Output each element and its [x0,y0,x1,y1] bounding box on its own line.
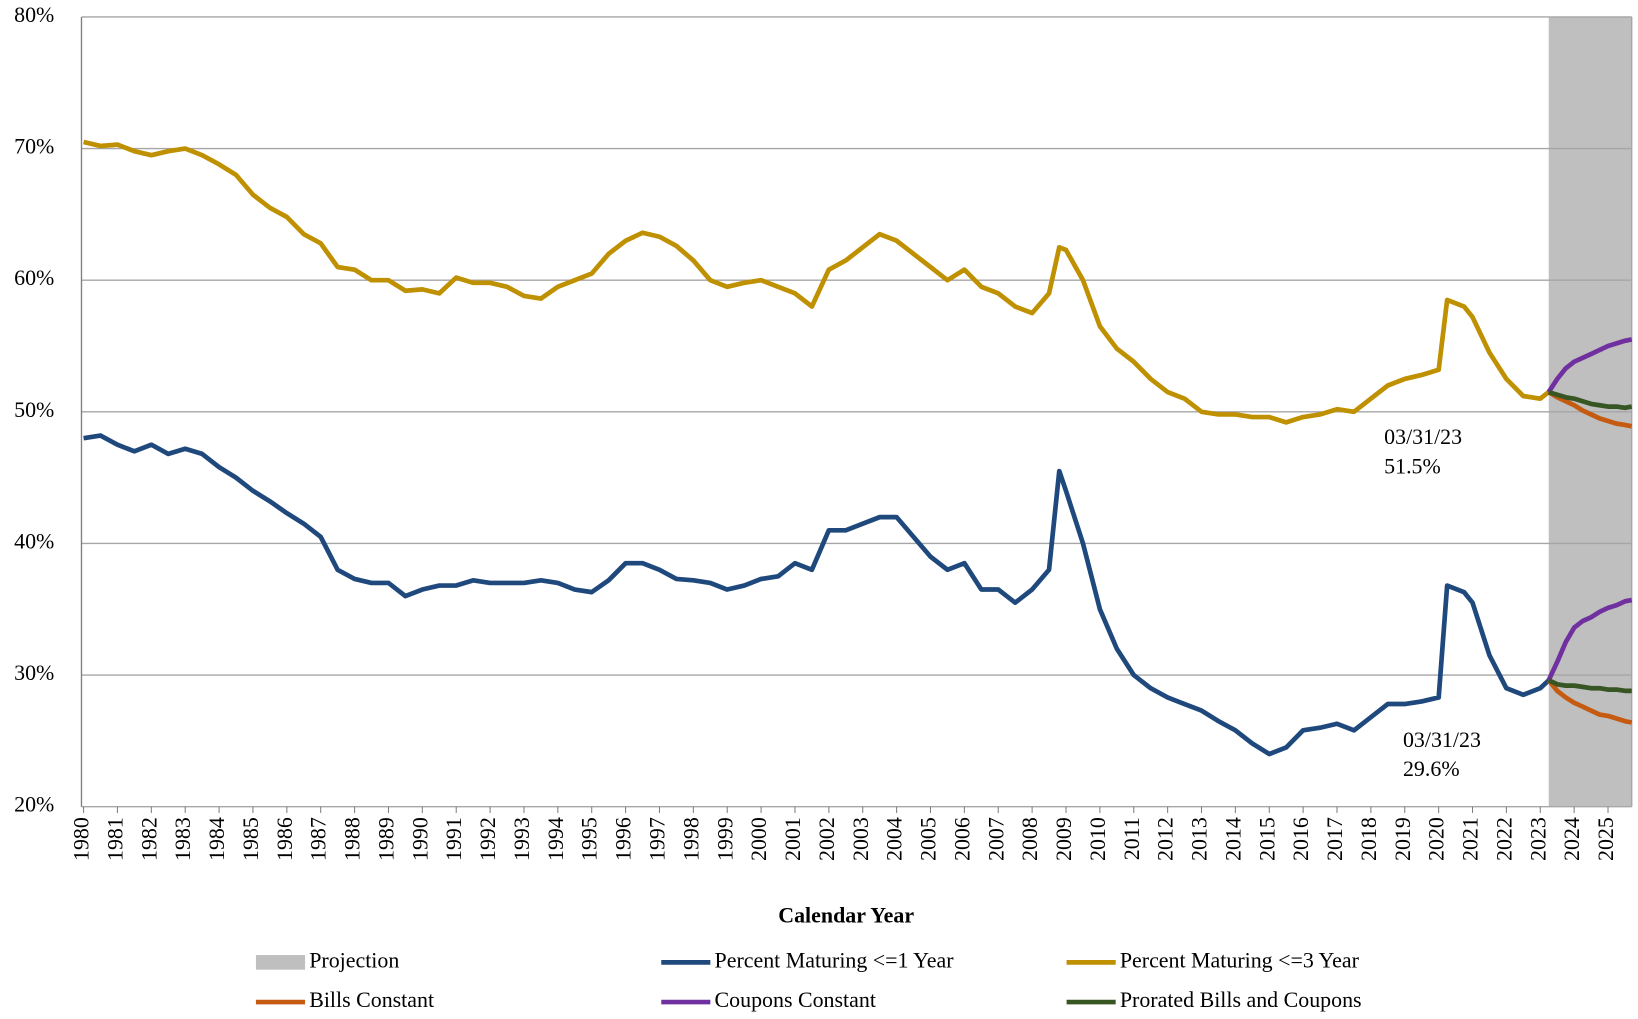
y-tick-label: 80% [14,2,54,27]
x-tick-label: 2008 [1017,817,1042,861]
y-tick-label: 30% [14,660,54,685]
x-tick-label: 2005 [916,817,941,861]
projection-line [1546,678,1633,725]
x-tick-label: 2016 [1288,817,1313,861]
x-tick-label: 2024 [1559,817,1584,861]
x-tick-label: 1980 [69,817,94,861]
series-line [83,139,1551,425]
x-tick-label: 2003 [848,817,873,861]
x-tick-label: 2019 [1390,817,1415,861]
x-tick-label: 1998 [678,817,703,861]
x-tick-label: 2020 [1424,817,1449,861]
x-tick-label: 2022 [1491,817,1516,861]
x-tick-label: 2013 [1187,817,1212,861]
legend-label: Projection [309,947,399,972]
x-tick-label: 2012 [1153,817,1178,861]
x-tick-label: 2021 [1458,817,1483,861]
x-tick-label: 2001 [780,817,805,861]
x-tick-label: 1983 [170,817,195,861]
x-tick-label: 1991 [441,817,466,861]
x-tick-label: 1994 [543,817,568,861]
y-tick-label: 20% [14,792,54,817]
legend-label: Prorated Bills and Coupons [1120,987,1362,1012]
x-tick-label: 2004 [882,817,907,861]
x-tick-label: 1993 [509,817,534,861]
x-tick-label: 1984 [204,817,229,861]
x-tick-label: 2009 [1051,817,1076,861]
x-tick-label: 1990 [407,817,432,861]
x-tick-label: 2017 [1322,817,1347,861]
projection-line [1546,597,1633,682]
x-tick-label: 2011 [1119,817,1144,860]
x-tick-label: 2002 [814,817,839,861]
x-tick-label: 1986 [272,817,297,861]
x-tick-label: 2006 [949,817,974,861]
projection-line [1547,390,1633,429]
legend-swatch [255,955,306,970]
x-tick-label: 1995 [577,817,602,861]
x-tick-label: 2025 [1593,817,1618,861]
series-line [83,433,1551,757]
x-tick-label: 1988 [340,817,365,861]
x-tick-label: 1996 [611,817,636,861]
x-tick-label: 1987 [306,817,331,861]
x-tick-label: 1997 [645,817,670,861]
y-tick-label: 40% [14,528,54,553]
x-axis-title: Calendar Year [778,902,914,927]
annotation: 03/31/23 [1403,727,1481,752]
x-tick-label: 1999 [712,817,737,861]
y-tick-label: 70% [14,134,54,159]
legend-label: Percent Maturing <=3 Year [1120,947,1360,972]
annotation: 03/31/23 [1384,424,1462,449]
x-tick-label: 2014 [1220,817,1245,861]
x-tick-label: 2015 [1254,817,1279,861]
projection-line [1547,678,1632,694]
x-tick-label: 1992 [475,817,500,861]
legend-label: Coupons Constant [715,987,876,1012]
x-tick-label: 2007 [983,817,1008,861]
y-tick-label: 50% [14,397,54,422]
y-tick-label: 60% [14,265,54,290]
projection-line [1547,389,1633,411]
legend-label: Percent Maturing <=1 Year [715,947,955,972]
x-tick-label: 1982 [136,817,161,861]
x-tick-label: 1981 [102,817,127,861]
x-tick-label: 2023 [1525,817,1550,861]
x-tick-label: 2010 [1085,817,1110,861]
annotation: 29.6% [1403,756,1460,781]
annotation: 51.5% [1384,453,1441,478]
x-tick-label: 1989 [373,817,398,861]
x-tick-label: 1985 [238,817,263,861]
projection-line [1546,337,1633,394]
x-tick-label: 2000 [746,817,771,861]
x-tick-label: 2018 [1356,817,1381,861]
legend-label: Bills Constant [309,987,434,1012]
